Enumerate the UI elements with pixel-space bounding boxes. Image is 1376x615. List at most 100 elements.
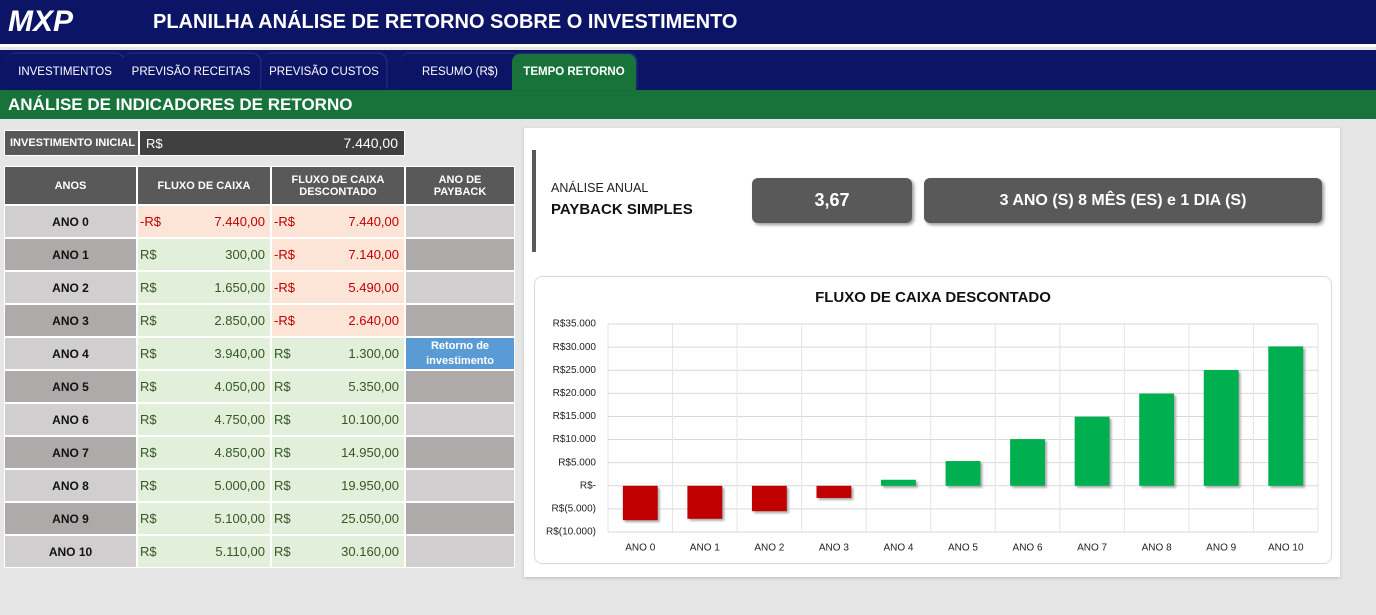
x-tick-label: ANO 7 (1077, 543, 1107, 554)
currency: R$ (140, 346, 157, 361)
currency: R$ (140, 478, 157, 493)
value-cell (137, 304, 271, 337)
amount: 5.110,00 (215, 544, 265, 559)
amount: 10.100,00 (341, 412, 399, 427)
value-cell (271, 337, 405, 370)
section-title: ANÁLISE DE INDICADORES DE RETORNO (0, 90, 1376, 119)
currency: R$ (140, 280, 157, 295)
value-cell (137, 271, 271, 304)
amount: 7.140,00 (348, 247, 399, 262)
currency: R$ (140, 313, 157, 328)
amount: 2.850,00 (214, 313, 265, 328)
tab[interactable]: INVESTIMENTOS (6, 54, 124, 90)
value-cell (271, 469, 405, 502)
payback-cell (405, 238, 515, 271)
x-tick-label: ANO 10 (1268, 543, 1304, 554)
year-cell: ANO 7 (4, 436, 137, 469)
amount: 4.750,00 (214, 412, 265, 427)
currency: -R$ (274, 247, 295, 262)
bar (1074, 416, 1110, 486)
y-tick-label: R$- (580, 480, 596, 491)
payback-cell (405, 502, 515, 535)
amount: 2.640,00 (348, 313, 399, 328)
tab[interactable]: TEMPO RETORNO (512, 54, 636, 90)
x-tick-label: ANO 2 (754, 543, 784, 554)
x-tick-label: ANO 5 (948, 543, 978, 554)
value-cell (137, 205, 271, 238)
y-tick-label: R$15.000 (553, 411, 597, 422)
initial-currency: R$ (146, 135, 163, 151)
value-cell (271, 304, 405, 337)
year-cell: ANO 0 (4, 205, 137, 238)
tab[interactable]: PREVISÃO RECEITAS (122, 54, 260, 90)
amount: 5.350,00 (348, 379, 399, 394)
amount: 25.050,00 (341, 511, 399, 526)
table-header: FLUXO DE CAIXA (137, 166, 271, 205)
amount: 5.100,00 (214, 511, 265, 526)
payback-text: 3 ANO (S) 8 MÊS (ES) e 1 DIA (S) (924, 178, 1322, 223)
payback-cell (405, 271, 515, 304)
table-header: ANO DE PAYBACK (405, 166, 515, 205)
amount: 5.490,00 (348, 280, 399, 295)
currency: R$ (140, 511, 157, 526)
value-cell (137, 469, 271, 502)
currency: R$ (274, 544, 291, 559)
x-tick-label: ANO 4 (883, 543, 913, 554)
amount: 30.160,00 (341, 544, 399, 559)
currency: R$ (140, 247, 157, 262)
value-cell (271, 271, 405, 304)
value-cell (271, 205, 405, 238)
initial-value-box (139, 130, 405, 156)
amount: 4.050,00 (214, 379, 265, 394)
x-tick-label: ANO 1 (690, 543, 720, 554)
x-tick-label: ANO 0 (625, 543, 655, 554)
header-bar (0, 0, 1376, 47)
y-tick-label: R$20.000 (553, 388, 597, 399)
currency: R$ (274, 346, 291, 361)
table-header: ANOS (4, 166, 137, 205)
currency: R$ (274, 412, 291, 427)
currency: -R$ (274, 280, 295, 295)
currency: R$ (274, 379, 291, 394)
tab[interactable]: PREVISÃO CUSTOS (262, 54, 386, 90)
x-tick-label: ANO 9 (1206, 543, 1236, 554)
currency: R$ (140, 379, 157, 394)
payback-value: 3,67 (752, 178, 912, 223)
currency: R$ (274, 511, 291, 526)
year-cell: ANO 2 (4, 271, 137, 304)
bar (1139, 393, 1175, 486)
bar (687, 485, 723, 519)
y-tick-label: R$5.000 (558, 457, 596, 468)
year-cell: ANO 5 (4, 370, 137, 403)
value-cell (137, 436, 271, 469)
x-tick-label: ANO 8 (1142, 543, 1172, 554)
value-cell (271, 403, 405, 436)
currency: -R$ (140, 214, 161, 229)
payback-title: PAYBACK SIMPLES (551, 200, 693, 218)
y-tick-label: R$30.000 (553, 342, 597, 353)
year-cell: ANO 6 (4, 403, 137, 436)
year-cell: ANO 9 (4, 502, 137, 535)
amount: 1.300,00 (348, 346, 399, 361)
amount: 5.000,00 (214, 478, 265, 493)
y-tick-label: R$(10.000) (546, 527, 596, 538)
payback-cell: Retorno de investimento (405, 337, 515, 370)
tab[interactable]: RESUMO (R$) (400, 54, 520, 90)
amount: 300,00 (225, 247, 265, 262)
value-cell (271, 436, 405, 469)
currency: R$ (140, 544, 157, 559)
header-title: PLANILHA ANÁLISE DE RETORNO SOBRE O INVE… (153, 10, 738, 33)
bar (1010, 439, 1045, 486)
year-cell: ANO 1 (4, 238, 137, 271)
payback-cell (405, 535, 515, 568)
bar (1268, 346, 1304, 486)
payback-caption: ANÁLISE ANUAL (551, 181, 649, 195)
bar (816, 485, 852, 498)
payback-cell (405, 205, 515, 238)
bar (881, 479, 916, 486)
amount: 1.650,00 (214, 280, 265, 295)
value-cell (271, 370, 405, 403)
x-tick-label: ANO 3 (819, 543, 849, 554)
amount: 7.440,00 (348, 214, 399, 229)
